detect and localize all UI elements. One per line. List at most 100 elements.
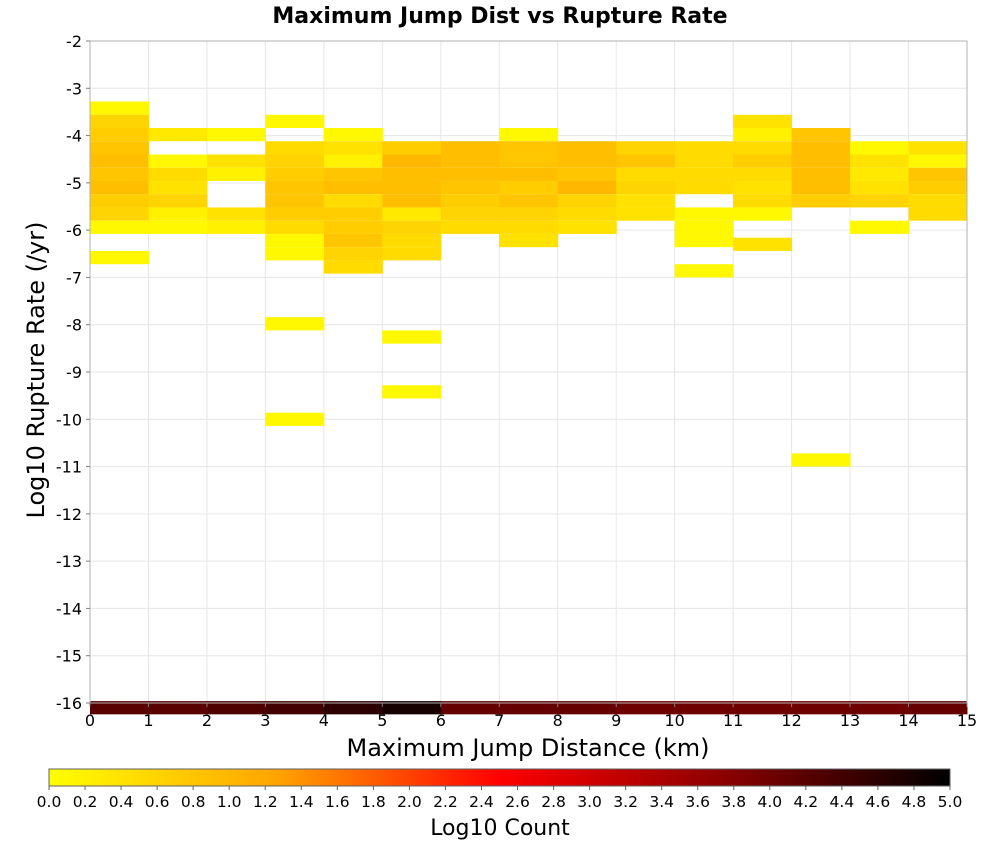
y-tick-label: -3 [66,79,82,98]
heatmap-cell [90,141,149,155]
heatmap-cell [382,385,442,399]
heatmap-cell [733,114,793,129]
heatmap-cell [382,701,442,715]
heatmap-cell [206,154,266,168]
y-tick-label: -15 [56,647,82,666]
heatmap-cell [440,701,500,715]
heatmap-cell [382,194,442,208]
heatmap-cell [733,128,793,142]
y-tick-label: -6 [66,221,82,240]
heatmap-cell [323,128,383,142]
x-tick-label: 1 [143,711,153,730]
heatmap-cell [791,180,851,195]
heatmap-cell [90,167,149,181]
heatmap-cell [90,180,149,195]
heatmap-cell [90,220,149,234]
heatmap-cell [557,194,617,208]
heatmap-cell [499,128,559,142]
heatmap-cell [616,154,676,168]
heatmap-cell [382,167,442,181]
heatmap-cell [674,264,734,278]
y-tick-label: -9 [66,363,82,382]
colorbar-tick-label: 1.6 [325,793,350,811]
heatmap-cell [557,167,617,181]
heatmap-cell [674,141,734,155]
heatmap-cell [323,233,383,248]
heatmap-cell [382,247,442,261]
heatmap-cell [674,207,734,221]
heatmap-cell [265,412,325,426]
heatmap-cell [850,141,910,155]
heatmap-cell [908,180,968,195]
heatmap-cell [206,701,266,715]
heatmap-cell [733,167,793,181]
heatmap-cell [148,220,208,234]
colorbar-tick-label: 1.8 [361,793,386,811]
heatmap-cell [148,154,208,168]
heatmap-cell [674,233,734,248]
heatmap-cell [733,154,793,168]
heatmap-cell [791,154,851,168]
x-tick-label: 14 [898,711,918,730]
y-tick-label: -7 [66,268,82,287]
colorbar-tick-label: 0.6 [145,793,170,811]
heatmap-cell [791,194,851,208]
heatmap-cell [440,154,500,168]
x-tick-label: 8 [553,711,563,730]
colorbar-tick-label: 4.2 [794,793,819,811]
heatmap-cell [499,233,559,248]
y-axis-label: Log10 Rupture Rate (/yr) [22,222,50,519]
heatmap-cell [908,207,968,221]
x-tick-label: 7 [494,711,504,730]
heatmap-cell [265,154,325,168]
y-axis-ticks: -2 -3 -4 -5 -6 -7 -8 -9 -10 -11 -12 -13 -14 -15 -16 [56,32,90,713]
x-tick-label: 11 [723,711,743,730]
heatmap-cell [557,220,617,234]
heatmap-cell [323,167,383,181]
heatmap-cell [323,154,383,168]
heatmap-cell [265,220,325,234]
colorbar-ticks: 0.0 0.2 0.4 0.6 0.8 1.0 1.2 1.4 1.6 1.8 2.0 2.2 2.4 2… [37,786,963,811]
colorbar-tick-label: 2.0 [397,793,422,811]
heatmap-cell [382,180,442,195]
heatmap-cell [674,154,734,168]
y-tick-label: -8 [66,316,82,335]
heatmap-cell [616,141,676,155]
heatmap-cell [791,701,851,715]
heatmap-cell [265,114,325,129]
colorbar-tick-label: 5.0 [938,793,963,811]
heatmap-cell [90,128,149,142]
heatmap-cell [382,154,442,168]
heatmap-cell [733,207,793,221]
colorbar-tick-label: 4.0 [757,793,782,811]
heatmap-cell [206,207,266,221]
heatmap-cell [499,167,559,181]
x-tick-label: 6 [436,711,446,730]
colorbar-tick-label: 2.2 [433,793,458,811]
colorbar-tick-label: 3.0 [577,793,602,811]
heatmap-cell [440,207,500,221]
heatmap-cell [90,101,149,115]
heatmap-cell [265,247,325,261]
heatmap-cell [674,167,734,181]
heatmap-cell [440,220,500,234]
heatmap-cell [90,194,149,208]
colorbar-tick-label: 1.0 [217,793,242,811]
heatmap-cell [499,141,559,155]
heatmap-cell [499,180,559,195]
heatmap-cell [323,194,383,208]
heatmap-cell [440,167,500,181]
x-tick-label: 9 [611,711,621,730]
colorbar-label: Log10 Count [430,816,570,841]
heatmap-cell [908,701,968,715]
heatmap-cell [148,701,208,715]
x-tick-label: 15 [957,711,977,730]
heatmap-cell [733,180,793,195]
heatmap-cell [850,167,910,181]
heatmap-cell [148,194,208,208]
heatmap-cell [382,330,442,344]
x-axis-ticks: 0 1 2 3 4 5 6 7 8 9 10 11 12 13 14 15 [85,703,977,730]
colorbar [48,768,951,787]
heatmap-cell [908,167,968,181]
